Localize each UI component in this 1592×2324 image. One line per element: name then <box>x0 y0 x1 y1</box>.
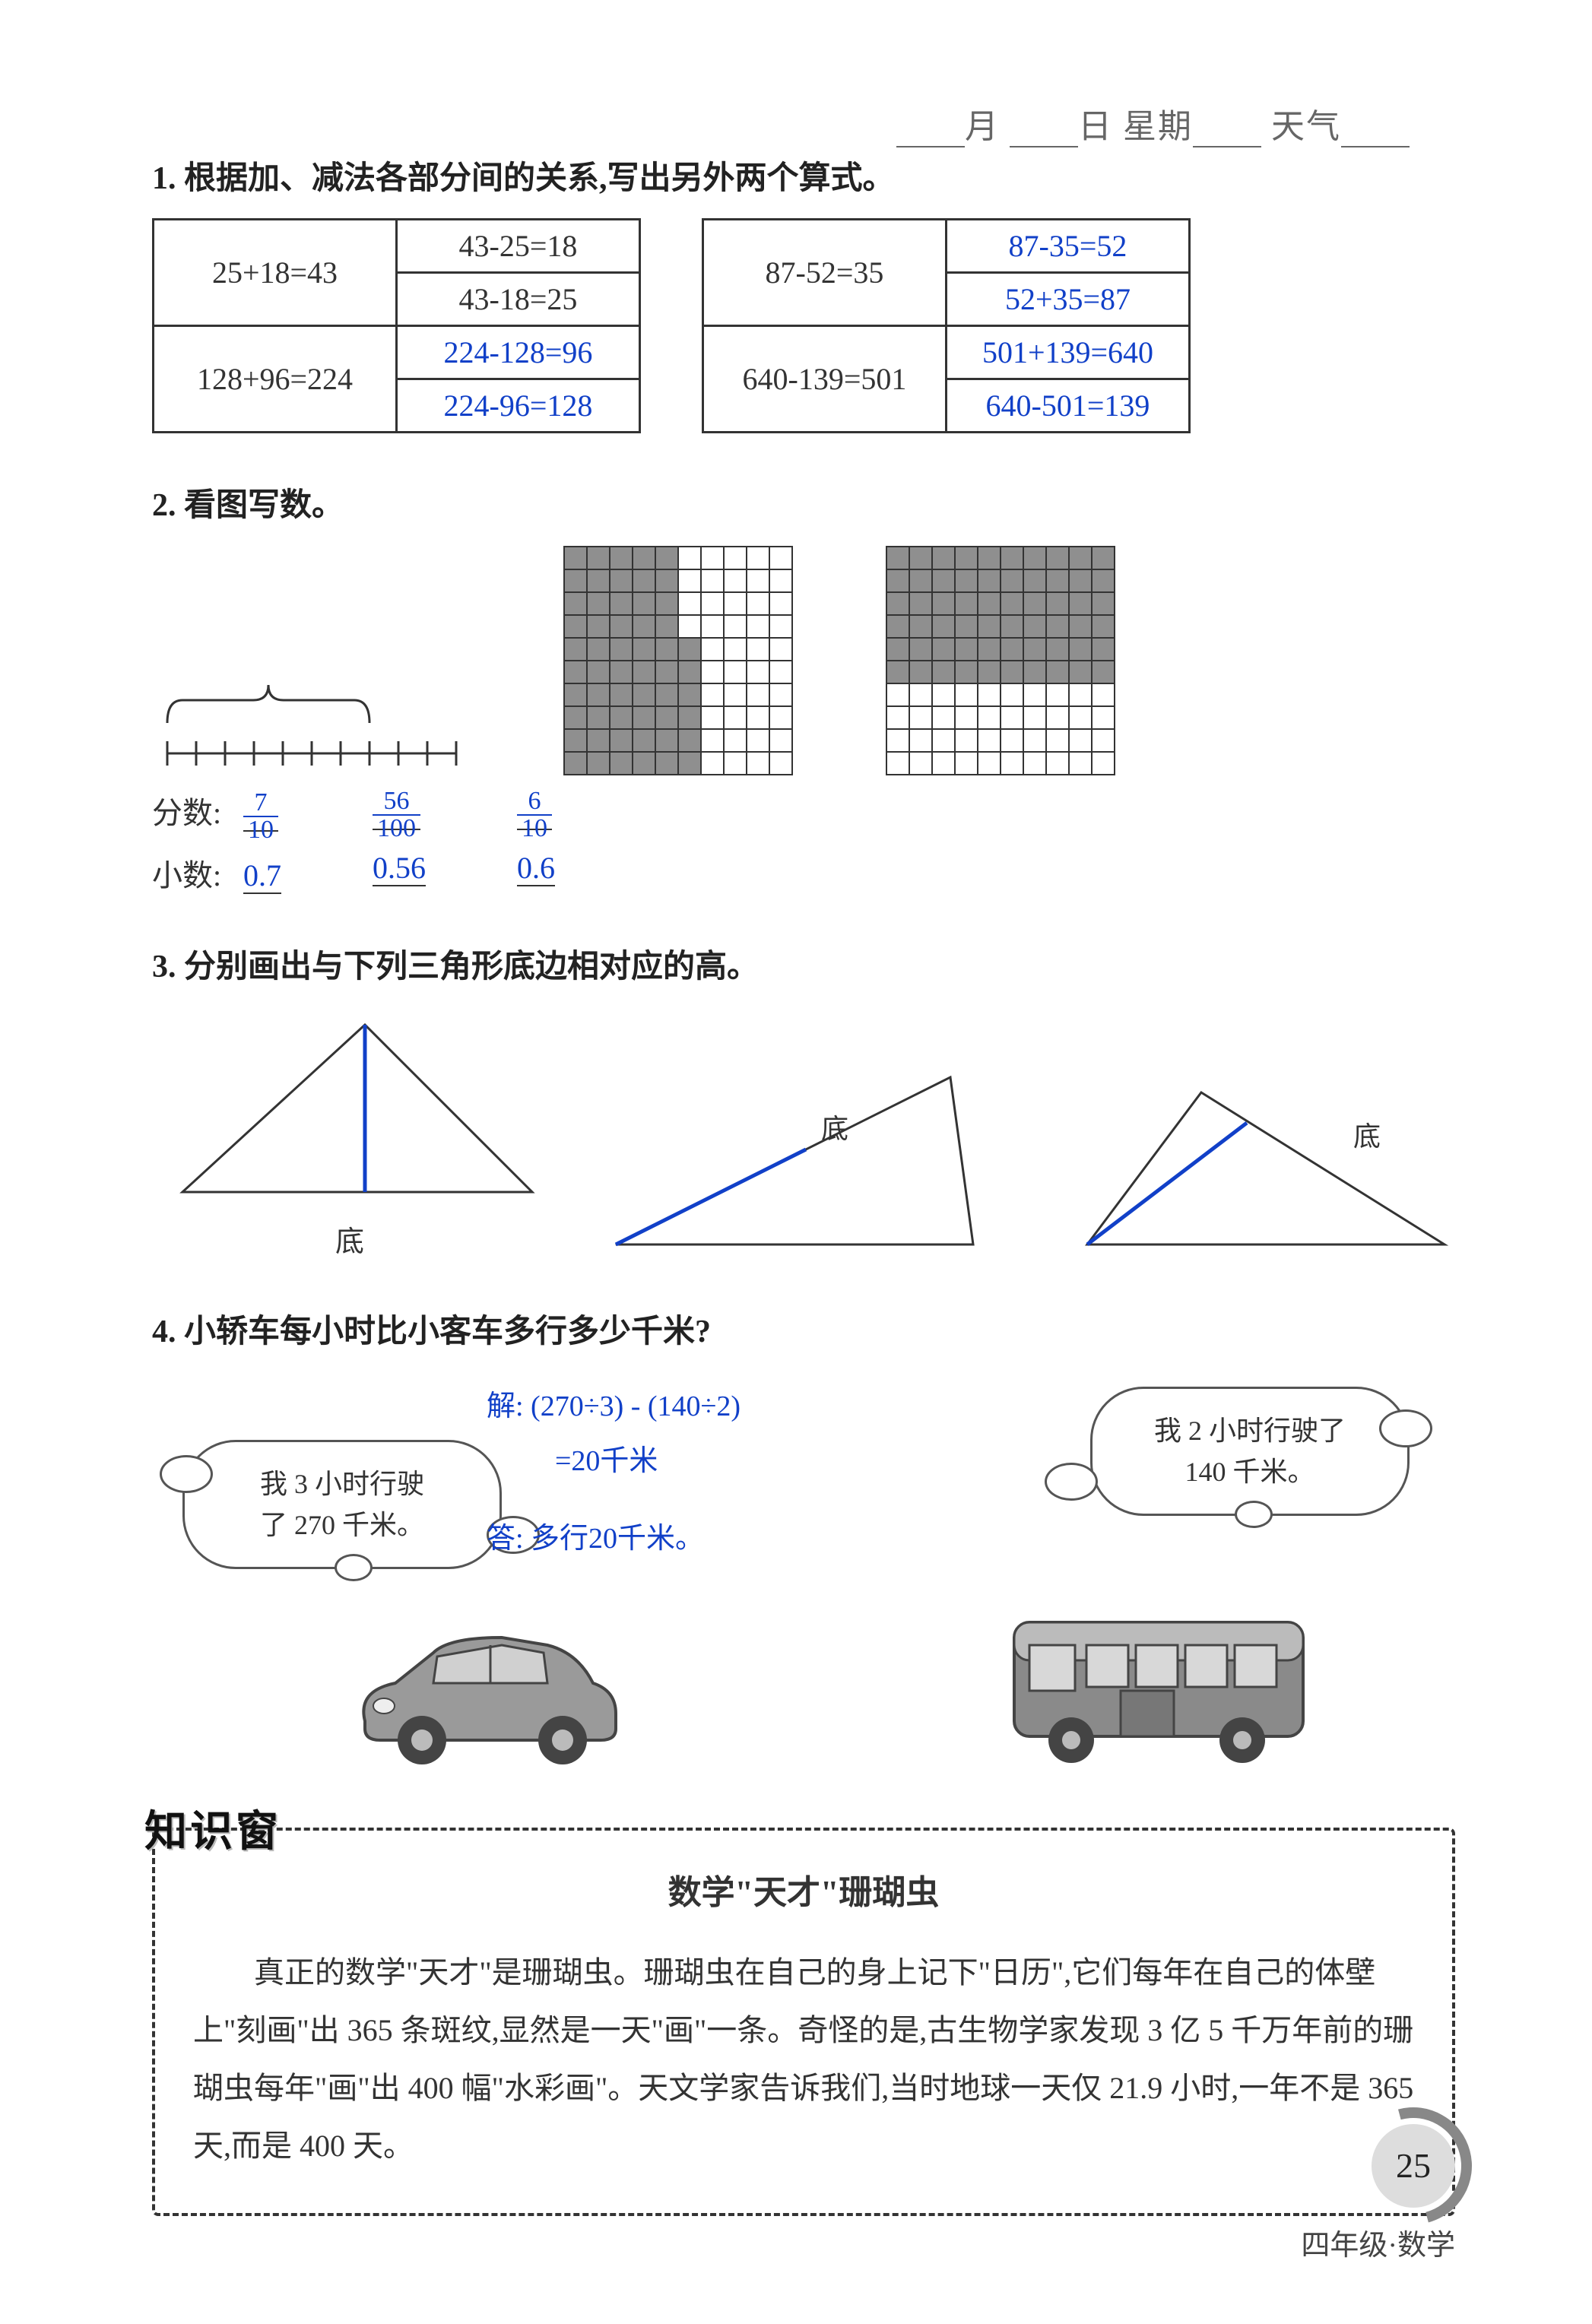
table-row: 640-139=501 501+139=640 <box>703 326 1190 379</box>
table-row: 128+96=224 224-128=96 <box>154 326 640 379</box>
q3-title: 3. 分别画出与下列三角形底边相对应的高。 <box>152 940 1455 987</box>
q3-triangle: 底 <box>593 1062 988 1260</box>
q2-dec-answer: 0.7 <box>243 858 281 894</box>
cloud-car-text: 我 3 小时行驶了 270 千米。 <box>260 1469 424 1540</box>
month-label: 月 <box>965 108 1000 145</box>
bus-icon <box>999 1600 1318 1767</box>
q4-title: 4. 小轿车每小时比小客车多行多少千米? <box>152 1305 1455 1352</box>
q2-grid-56 <box>563 545 794 776</box>
q4-step2: =20千米 <box>487 1434 741 1489</box>
date-header: 月 日 星期 天气 <box>896 99 1410 147</box>
q1-rhs-answer: 52+35=87 <box>947 273 1190 326</box>
q4-answer-line: 答: 多行20千米。 <box>487 1511 741 1566</box>
dec-label: 小数: <box>152 851 236 895</box>
q4-step1: 解: (270÷3) - (140÷2) <box>487 1379 741 1434</box>
q2-grid-60 <box>885 545 1116 776</box>
q1-title: 1. 根据加、减法各部分间的关系,写出另外两个算式。 <box>152 152 1455 198</box>
q2-col: 56100 0.56 <box>373 788 426 895</box>
table-row: 25+18=43 43-25=18 <box>154 220 640 273</box>
svg-text:底: 底 <box>821 1114 848 1144</box>
svg-text:底: 底 <box>1353 1121 1381 1152</box>
q1-lhs: 25+18=43 <box>154 220 397 326</box>
q3-row: 底底底 <box>152 1010 1455 1260</box>
day-label: 日 <box>1078 108 1113 145</box>
q3-base-label: 底 <box>152 1218 547 1260</box>
speech-cloud-car: 我 3 小时行驶了 270 千米。 <box>182 1440 502 1569</box>
q1-rhs-answer: 224-128=96 <box>397 326 640 379</box>
page-number: 25 <box>1372 2124 1455 2208</box>
q1-table-left: 25+18=43 43-25=18 43-18=25 128+96=224 22… <box>152 218 641 433</box>
worksheet-page: 月 日 星期 天气 1. 根据加、减法各部分间的关系,写出另外两个算式。 25+… <box>0 0 1592 2262</box>
speech-cloud-bus: 我 2 小时行驶了140 千米。 <box>1090 1387 1410 1516</box>
cloud-bus-text: 我 2 小时行驶了140 千米。 <box>1154 1416 1346 1487</box>
q2-frac-answer: 56100 <box>373 794 420 830</box>
kb-badge: 知识窗 <box>144 1797 281 1859</box>
q2-labels: 分数: 710 小数: 0.7 56100 0.56 610 <box>152 788 1455 895</box>
q2-dec-answer: 0.6 <box>517 851 555 886</box>
q3-triangle: 底 <box>152 1010 547 1260</box>
q2-col: 610 0.6 <box>517 788 555 895</box>
q2-numberline <box>152 655 471 776</box>
weather-label: 天气 <box>1271 108 1341 145</box>
q2-frac-answer: 710 <box>243 796 278 832</box>
q1-rhs-answer: 87-35=52 <box>947 220 1190 273</box>
q2-dec-answer: 0.56 <box>373 851 426 886</box>
knowledge-box: 知识窗 数学"天才"珊瑚虫 真正的数学"天才"是珊瑚虫。珊瑚虫在自己的身上记下"… <box>152 1828 1455 2217</box>
frac-label: 分数: <box>152 788 236 832</box>
table-row: 87-52=35 87-35=52 <box>703 220 1190 273</box>
q4-scene: 我 3 小时行驶了 270 千米。 我 2 小时行驶了140 千米。 解: (2… <box>152 1371 1455 1782</box>
q3-triangle: 底 <box>1034 1062 1460 1260</box>
q4-worked-solution: 解: (270÷3) - (140÷2) =20千米 答: 多行20千米。 <box>487 1379 741 1567</box>
q2-col: 分数: 710 小数: 0.7 <box>152 788 281 895</box>
q1-rhs: 43-18=25 <box>397 273 640 326</box>
q1-rhs-answer: 501+139=640 <box>947 326 1190 379</box>
q2-visuals <box>152 545 1455 776</box>
car-icon <box>350 1615 623 1767</box>
kb-title: 数学"天才"珊瑚虫 <box>193 1861 1414 1925</box>
kb-box: 数学"天才"珊瑚虫 真正的数学"天才"是珊瑚虫。珊瑚虫在自己的身上记下"日历",… <box>152 1828 1455 2217</box>
q1-lhs: 87-52=35 <box>703 220 947 326</box>
grade-label: 四年级·数学 <box>1301 2221 1455 2263</box>
q1-table-right: 87-52=35 87-35=52 52+35=87 640-139=501 5… <box>702 218 1191 433</box>
q1-rhs-answer: 224-96=128 <box>397 379 640 433</box>
q1-rhs: 43-25=18 <box>397 220 640 273</box>
q1-rhs-answer: 640-501=139 <box>947 379 1190 433</box>
q1-lhs: 128+96=224 <box>154 326 397 433</box>
q1-lhs: 640-139=501 <box>703 326 947 433</box>
kb-body: 真正的数学"天才"是珊瑚虫。珊瑚虫在自己的身上记下"日历",它们每年在自己的体壁… <box>193 1944 1414 2175</box>
q1-tables: 25+18=43 43-25=18 43-18=25 128+96=224 22… <box>152 218 1455 433</box>
q2-title: 2. 看图写数。 <box>152 479 1455 525</box>
weekday-label: 星期 <box>1123 108 1193 145</box>
page-footer: 25 四年级·数学 <box>1301 2124 1455 2263</box>
q2-frac-answer: 610 <box>517 794 552 830</box>
